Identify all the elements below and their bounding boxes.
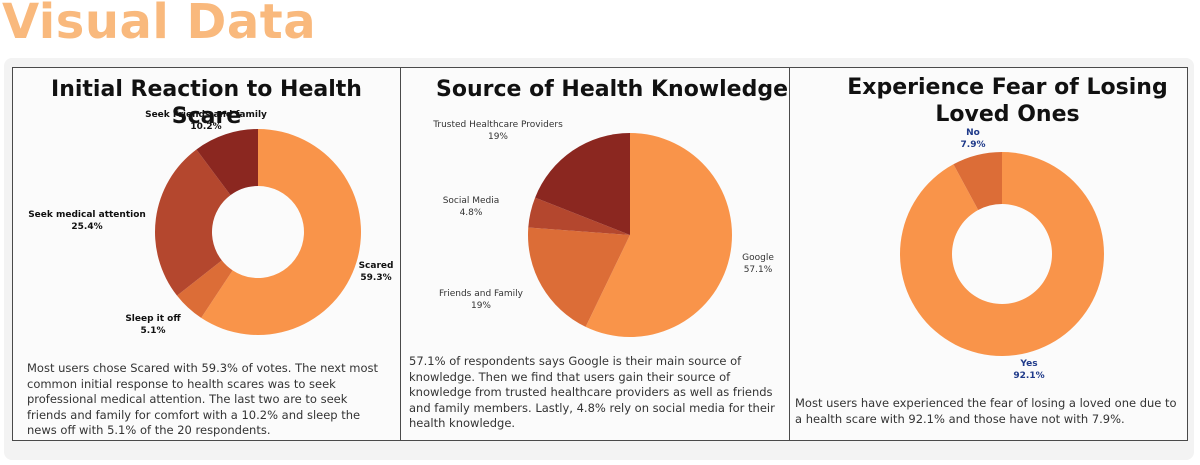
slice-value-sleep-it-off: 5.1%	[141, 326, 166, 336]
chart-title: Experience Fear of Losing Loved Ones	[847, 75, 1168, 127]
slice-label-seek-friends-and-family: Seek Friends and family	[145, 110, 267, 120]
slice-label-no: No	[966, 128, 980, 138]
pie-slice-google	[585, 133, 732, 337]
slice-label-trusted-healthcare-providers: Trusted Healthcare Providers	[432, 120, 563, 130]
slice-value-friends-and-family: 19%	[471, 301, 491, 311]
slice-value-scared: 59.3%	[360, 273, 391, 283]
donut-chart-fear-losing: Yes 92.1% No 7.9%	[900, 128, 1104, 381]
pie-slice-friends-and-family	[528, 227, 630, 327]
slice-value-trusted-healthcare-providers: 19%	[488, 132, 508, 142]
pie-slice-scared	[201, 129, 362, 335]
page-title: Visual Data	[2, 0, 317, 50]
slice-label-yes: Yes	[1019, 359, 1037, 369]
slice-value-seek-friends-and-family: 10.2%	[190, 122, 221, 132]
slice-value-social-media: 4.8%	[460, 208, 483, 218]
panel-initial-reaction: Initial Reaction to Health Scare Scared 5…	[13, 68, 400, 440]
slice-label-scared: Scared	[359, 261, 394, 271]
pie-slice-seek-friends-and-family	[196, 129, 258, 196]
pie-slice-seek-medical-attention	[155, 149, 231, 296]
chart-title: Source of Health Knowledge	[435, 77, 789, 102]
chart-title: Initial Reaction to Health Scare	[51, 77, 362, 129]
chart-panels: Initial Reaction to Health Scare Scared 5…	[12, 67, 1188, 441]
pie-slice-social-media	[528, 197, 630, 235]
slice-value-google: 57.1%	[744, 265, 773, 275]
slice-label-seek-medical-attention: Seek medical attention	[28, 210, 146, 220]
slice-value-seek-medical-attention: 25.4%	[71, 222, 102, 232]
pie-slice-yes	[900, 152, 1104, 356]
pie-chart-health-knowledge: Google 57.1% Friends and Family 19% Social M…	[432, 120, 774, 337]
pie-slice-sleep-it-off	[177, 260, 233, 318]
chart-description: 57.1% of respondents says Google is thei…	[409, 354, 775, 430]
pie-slice-no	[953, 152, 1002, 211]
slice-label-social-media: Social Media	[443, 196, 500, 206]
slice-value-yes: 92.1%	[1013, 371, 1044, 381]
chart-description: Most users have experienced the fear of …	[795, 396, 1177, 426]
donut-chart-initial-reaction: Scared 59.3% Sleep it off 5.1% Seek medical …	[28, 110, 394, 336]
pie-slice-trusted-healthcare-providers	[535, 133, 630, 235]
slice-label-friends-and-family: Friends and Family	[439, 289, 524, 299]
slice-label-google: Google	[742, 253, 774, 263]
panel-fear-losing: Experience Fear of Losing Loved Ones Yes…	[789, 68, 1187, 440]
chart-description: Most users chose Scared with 59.3% of vo…	[27, 361, 379, 437]
panel-health-knowledge: Source of Health Knowledge Google 57.1% Fr…	[400, 68, 789, 440]
slice-value-no: 7.9%	[961, 140, 986, 150]
slice-label-sleep-it-off: Sleep it off	[125, 314, 181, 324]
